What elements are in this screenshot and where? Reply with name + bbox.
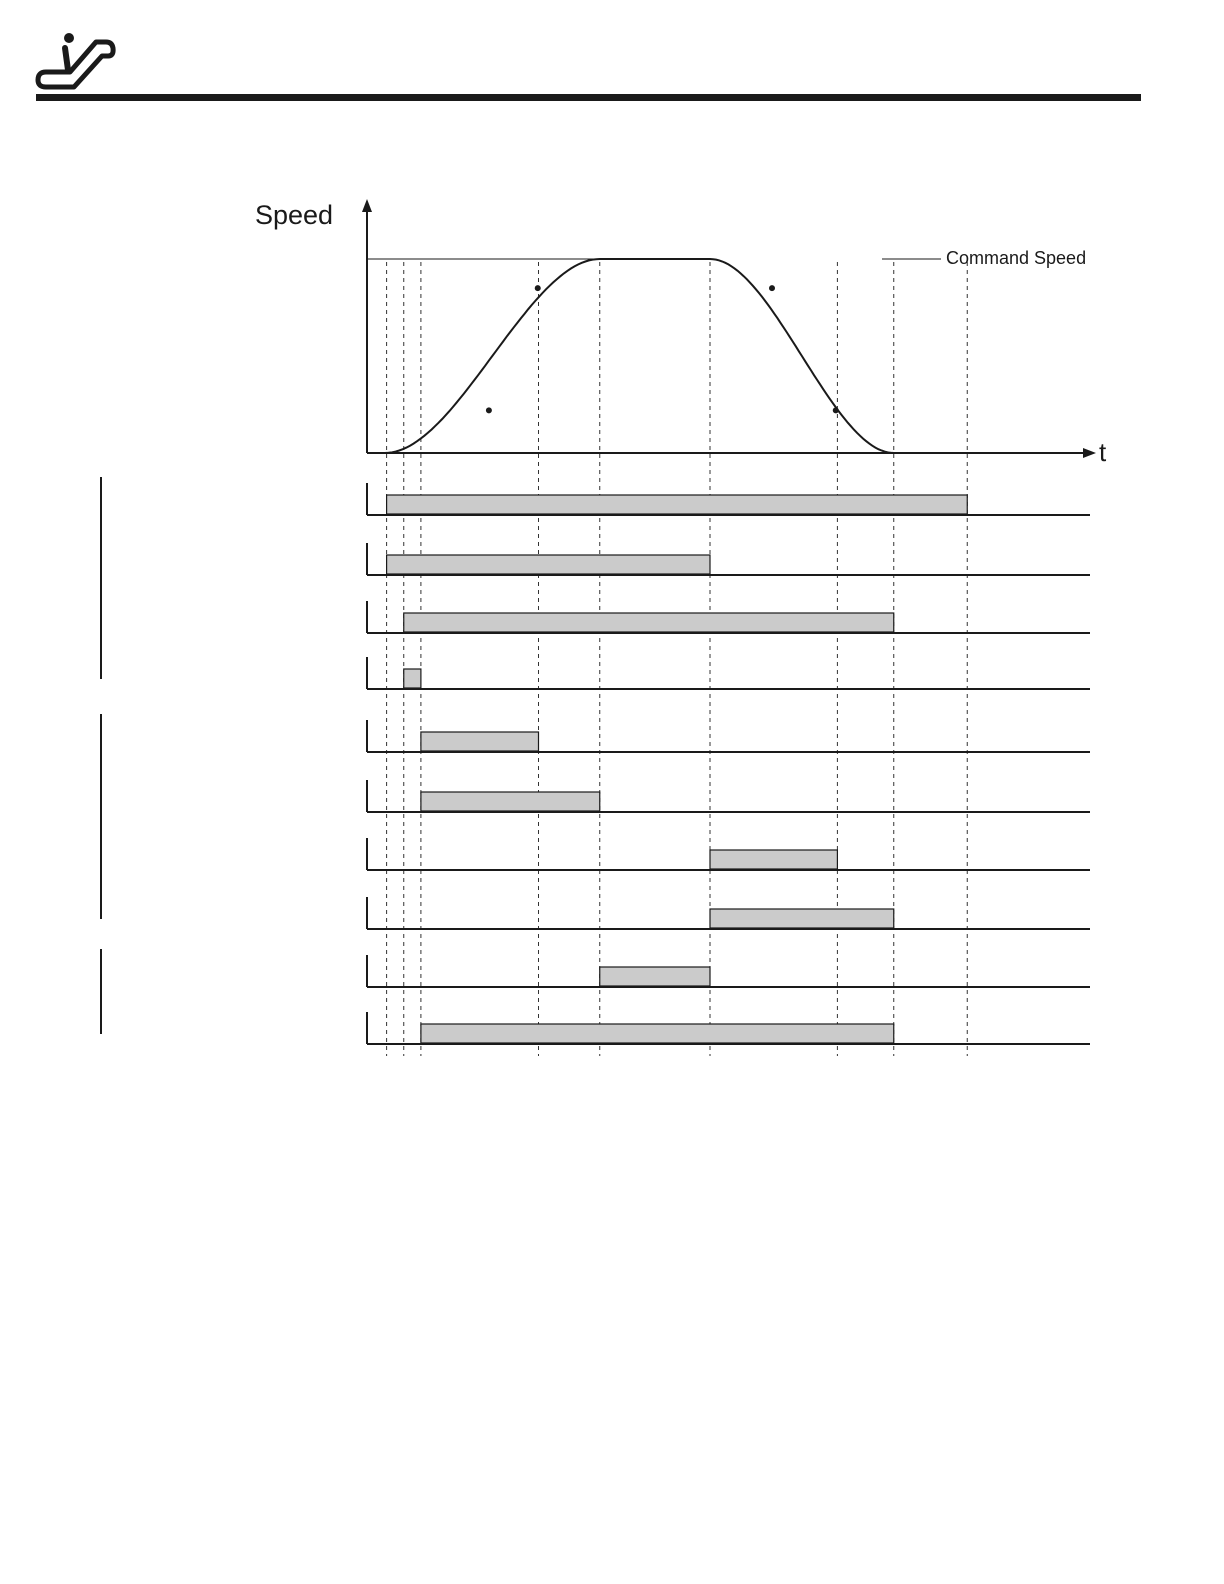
header-rule	[36, 94, 1141, 101]
signal-bar-1	[386, 554, 711, 575]
speed-curve-line	[367, 258, 894, 454]
signal-bar-6	[709, 849, 839, 870]
signal-bar-2	[403, 612, 895, 633]
x-axis-arrow	[1083, 448, 1096, 458]
jerk-segment-1	[540, 259, 600, 278]
signal-bar-9	[420, 1023, 895, 1044]
jerk-segment-2	[710, 259, 772, 278]
signal-rows	[366, 483, 1090, 1045]
jerk-segment-3	[838, 414, 894, 453]
inflection-dot-1	[534, 285, 541, 292]
inflection-dot-2	[769, 285, 775, 292]
signal-bar-3	[403, 668, 422, 689]
y-axis-arrow	[362, 199, 372, 212]
inflection-dot-3	[832, 407, 839, 414]
y-axis-label: Speed	[255, 200, 333, 230]
signal-bar-7	[709, 908, 895, 929]
signal-bar-0	[386, 494, 968, 515]
escalator-icon	[35, 33, 116, 90]
inflection-dot-0	[485, 407, 492, 414]
speed-axes: Speed t Command Speed	[255, 199, 1107, 467]
speed-curve	[367, 258, 894, 454]
jerk-segment-0	[385, 410, 481, 453]
signal-bar-8	[599, 966, 711, 987]
signal-bar-5	[420, 791, 601, 812]
legend-label: Command Speed	[946, 248, 1086, 268]
signal-bar-4	[420, 731, 540, 752]
x-axis-label: t	[1099, 437, 1107, 467]
